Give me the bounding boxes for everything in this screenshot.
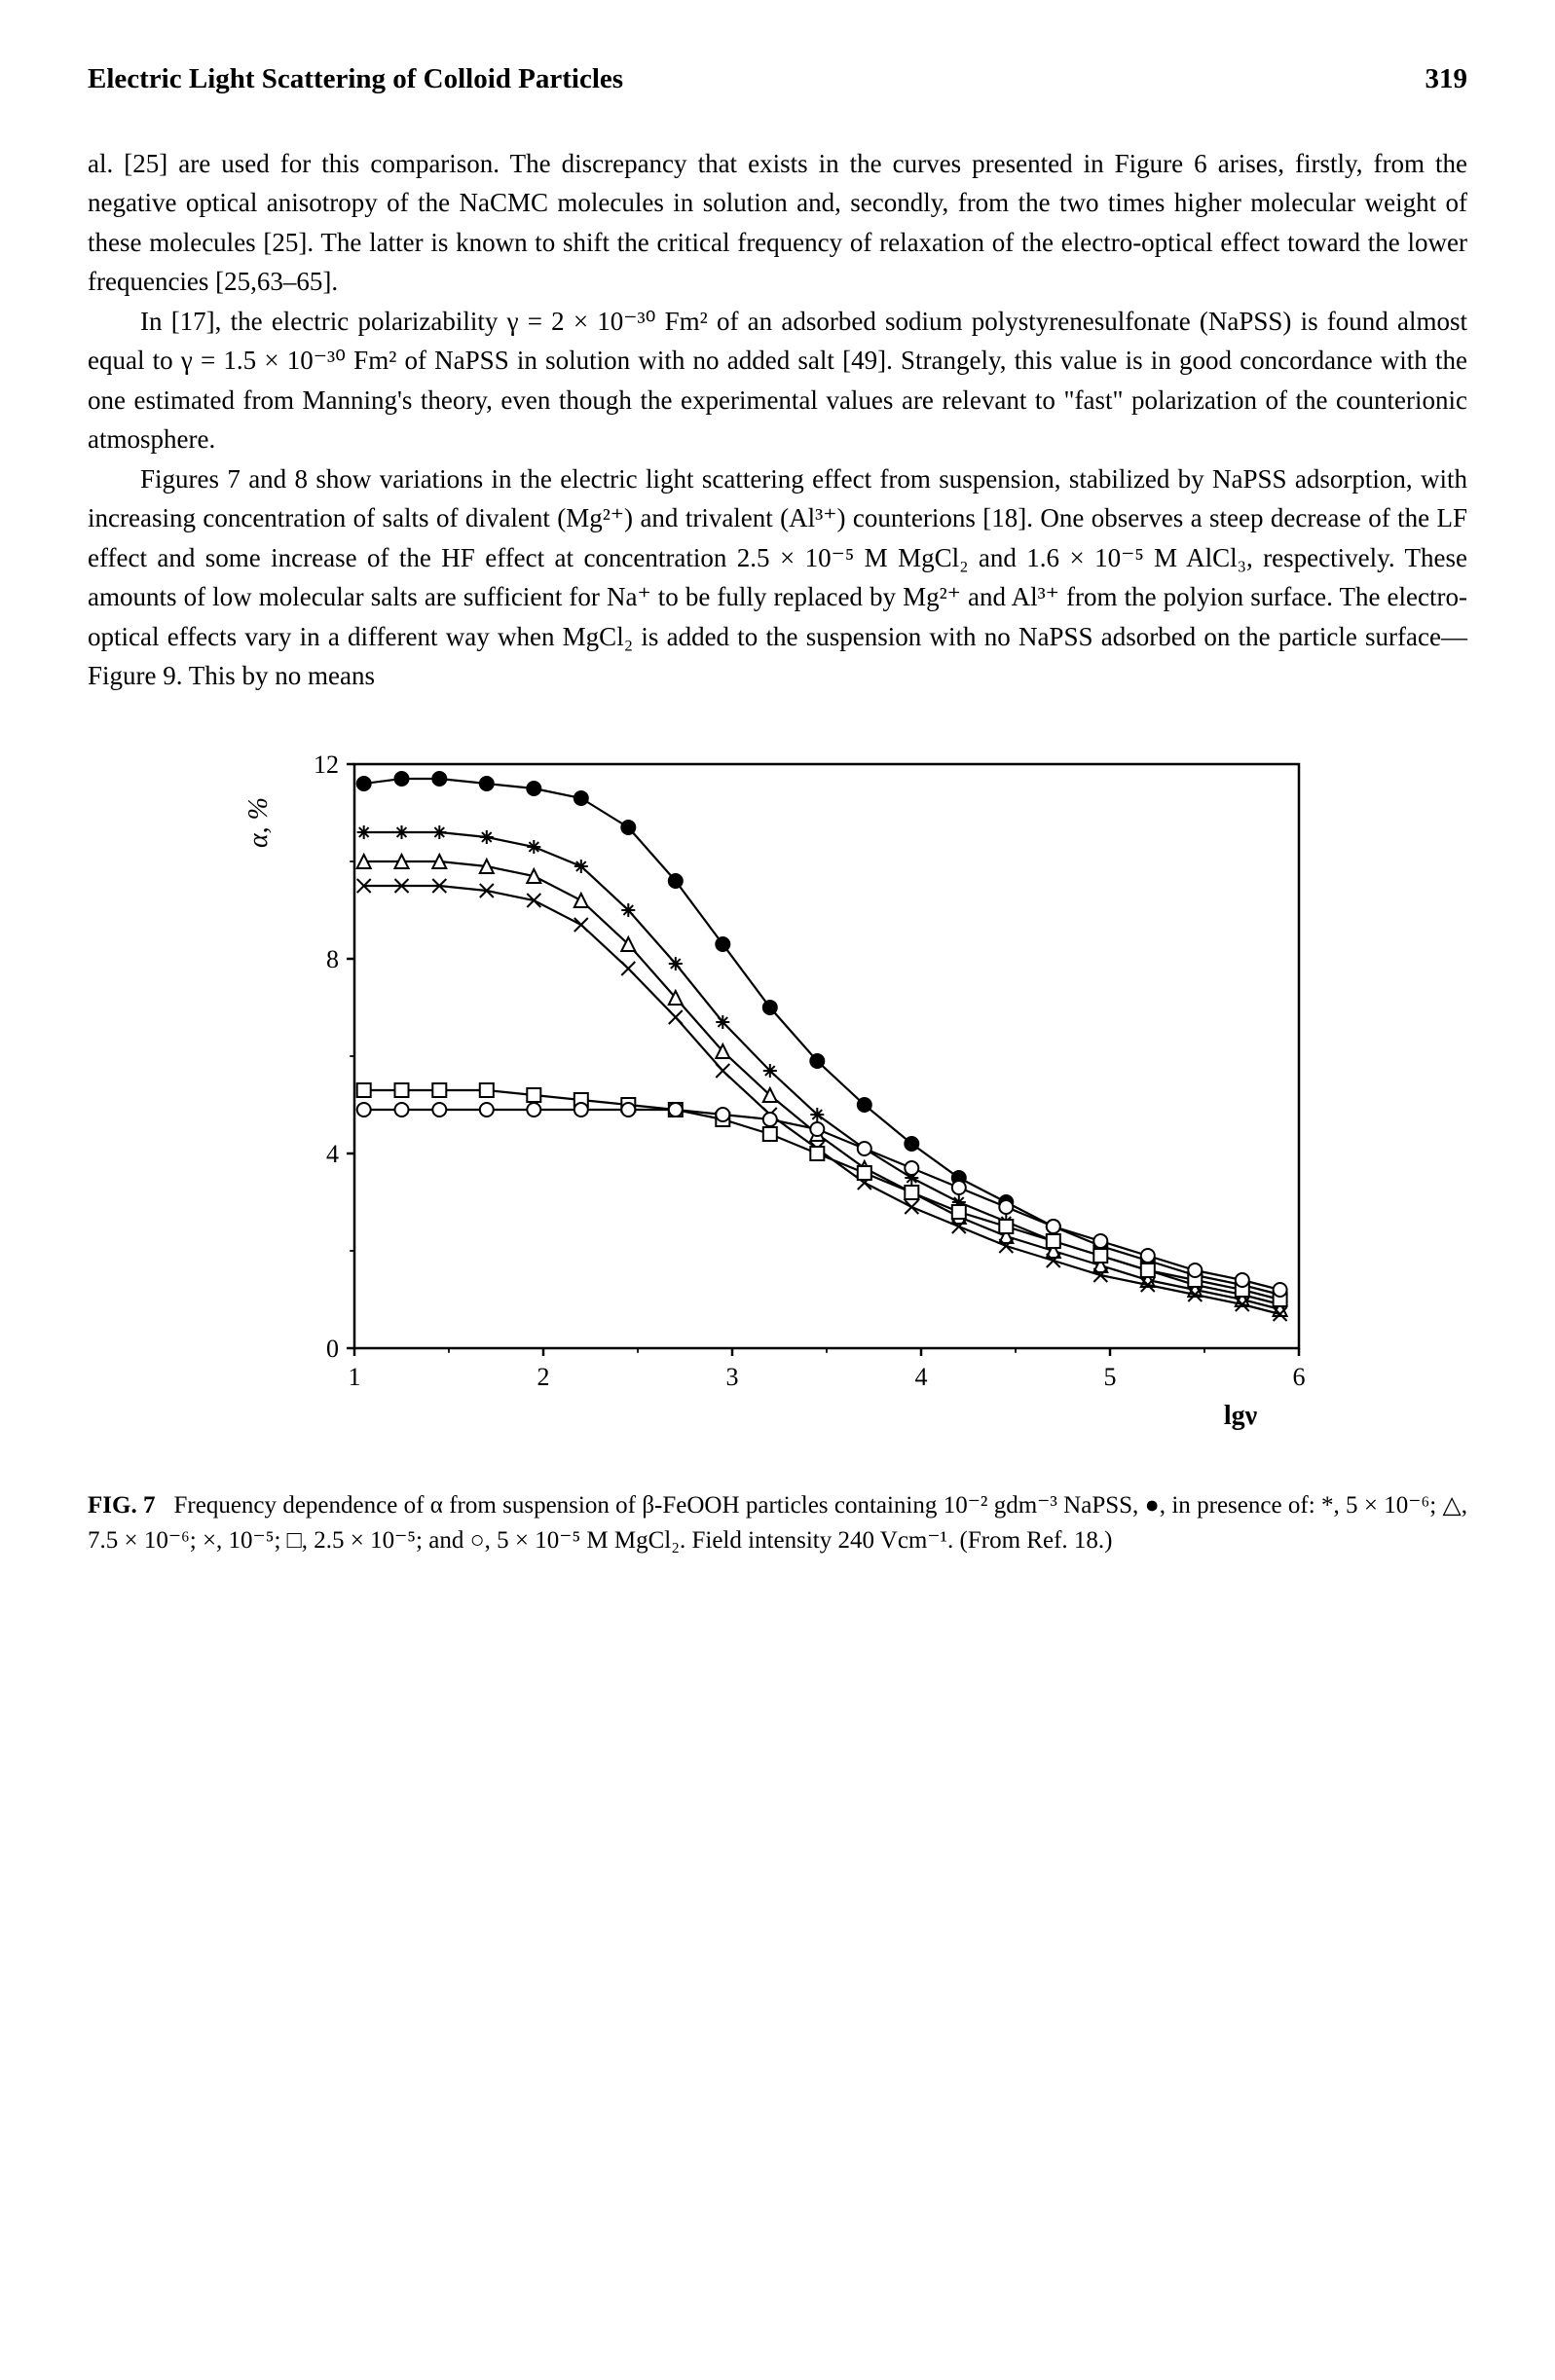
paragraph-1: al. [25] are used for this comparison. T… — [88, 144, 1467, 302]
figure-7: 12345604812α, %lgν FIG. 7 Frequency depe… — [88, 745, 1467, 1559]
svg-text:5: 5 — [1103, 1363, 1116, 1391]
paragraph-2: In [17], the electric polarizability γ =… — [88, 302, 1467, 459]
figure-label: FIG. 7 — [88, 1492, 156, 1519]
page-header: Electric Light Scattering of Colloid Par… — [88, 58, 1467, 101]
figure-caption-text: Frequency dependence of α from suspensio… — [88, 1492, 1467, 1554]
figure-7-caption: FIG. 7 Frequency dependence of α from su… — [88, 1488, 1467, 1559]
svg-text:4: 4 — [914, 1363, 927, 1391]
svg-text:0: 0 — [326, 1335, 339, 1363]
figure-7-chart: 12345604812α, %lgν — [218, 745, 1338, 1465]
svg-text:lgν: lgν — [1223, 1401, 1257, 1431]
svg-text:4: 4 — [326, 1140, 339, 1168]
svg-text:6: 6 — [1292, 1363, 1305, 1391]
paragraph-3: Figures 7 and 8 show variations in the e… — [88, 459, 1467, 696]
svg-text:α, %: α, % — [243, 796, 274, 847]
svg-text:12: 12 — [314, 751, 339, 779]
svg-text:8: 8 — [326, 945, 339, 973]
running-title: Electric Light Scattering of Colloid Par… — [88, 58, 623, 101]
svg-text:3: 3 — [725, 1363, 738, 1391]
body-text: al. [25] are used for this comparison. T… — [88, 144, 1467, 696]
page-number: 319 — [1425, 58, 1468, 101]
svg-text:2: 2 — [537, 1363, 549, 1391]
svg-text:1: 1 — [348, 1363, 360, 1391]
